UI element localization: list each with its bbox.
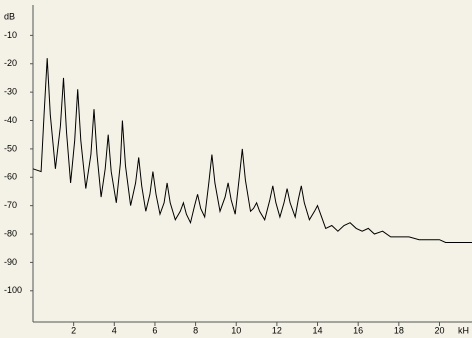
spectrum-line xyxy=(32,58,472,243)
y-axis-label: dB xyxy=(4,11,15,21)
x-tick-label: 4 xyxy=(112,325,117,335)
x-axis-label: kH xyxy=(458,325,469,335)
y-tick-label: -40 xyxy=(4,115,17,125)
y-tick-label: -100 xyxy=(4,285,22,295)
x-tick-label: 8 xyxy=(193,325,198,335)
x-tick-label: 14 xyxy=(313,325,323,335)
x-tick-label: 10 xyxy=(231,325,241,335)
x-tick-label: 16 xyxy=(353,325,363,335)
x-tick-label: 2 xyxy=(71,325,76,335)
x-tick-label: 20 xyxy=(434,325,444,335)
y-tick-label: -70 xyxy=(4,200,17,210)
x-tick-label: 12 xyxy=(272,325,282,335)
y-tick-label: -80 xyxy=(4,228,17,238)
y-tick-label: -20 xyxy=(4,58,17,68)
y-tick-label: -10 xyxy=(4,30,17,40)
y-tick-label: -60 xyxy=(4,172,17,182)
y-tick-label: -30 xyxy=(4,87,17,97)
y-tick-label: -90 xyxy=(4,257,17,267)
y-tick-label: -50 xyxy=(4,143,17,153)
x-tick-label: 6 xyxy=(152,325,157,335)
x-tick-label: 18 xyxy=(394,325,404,335)
